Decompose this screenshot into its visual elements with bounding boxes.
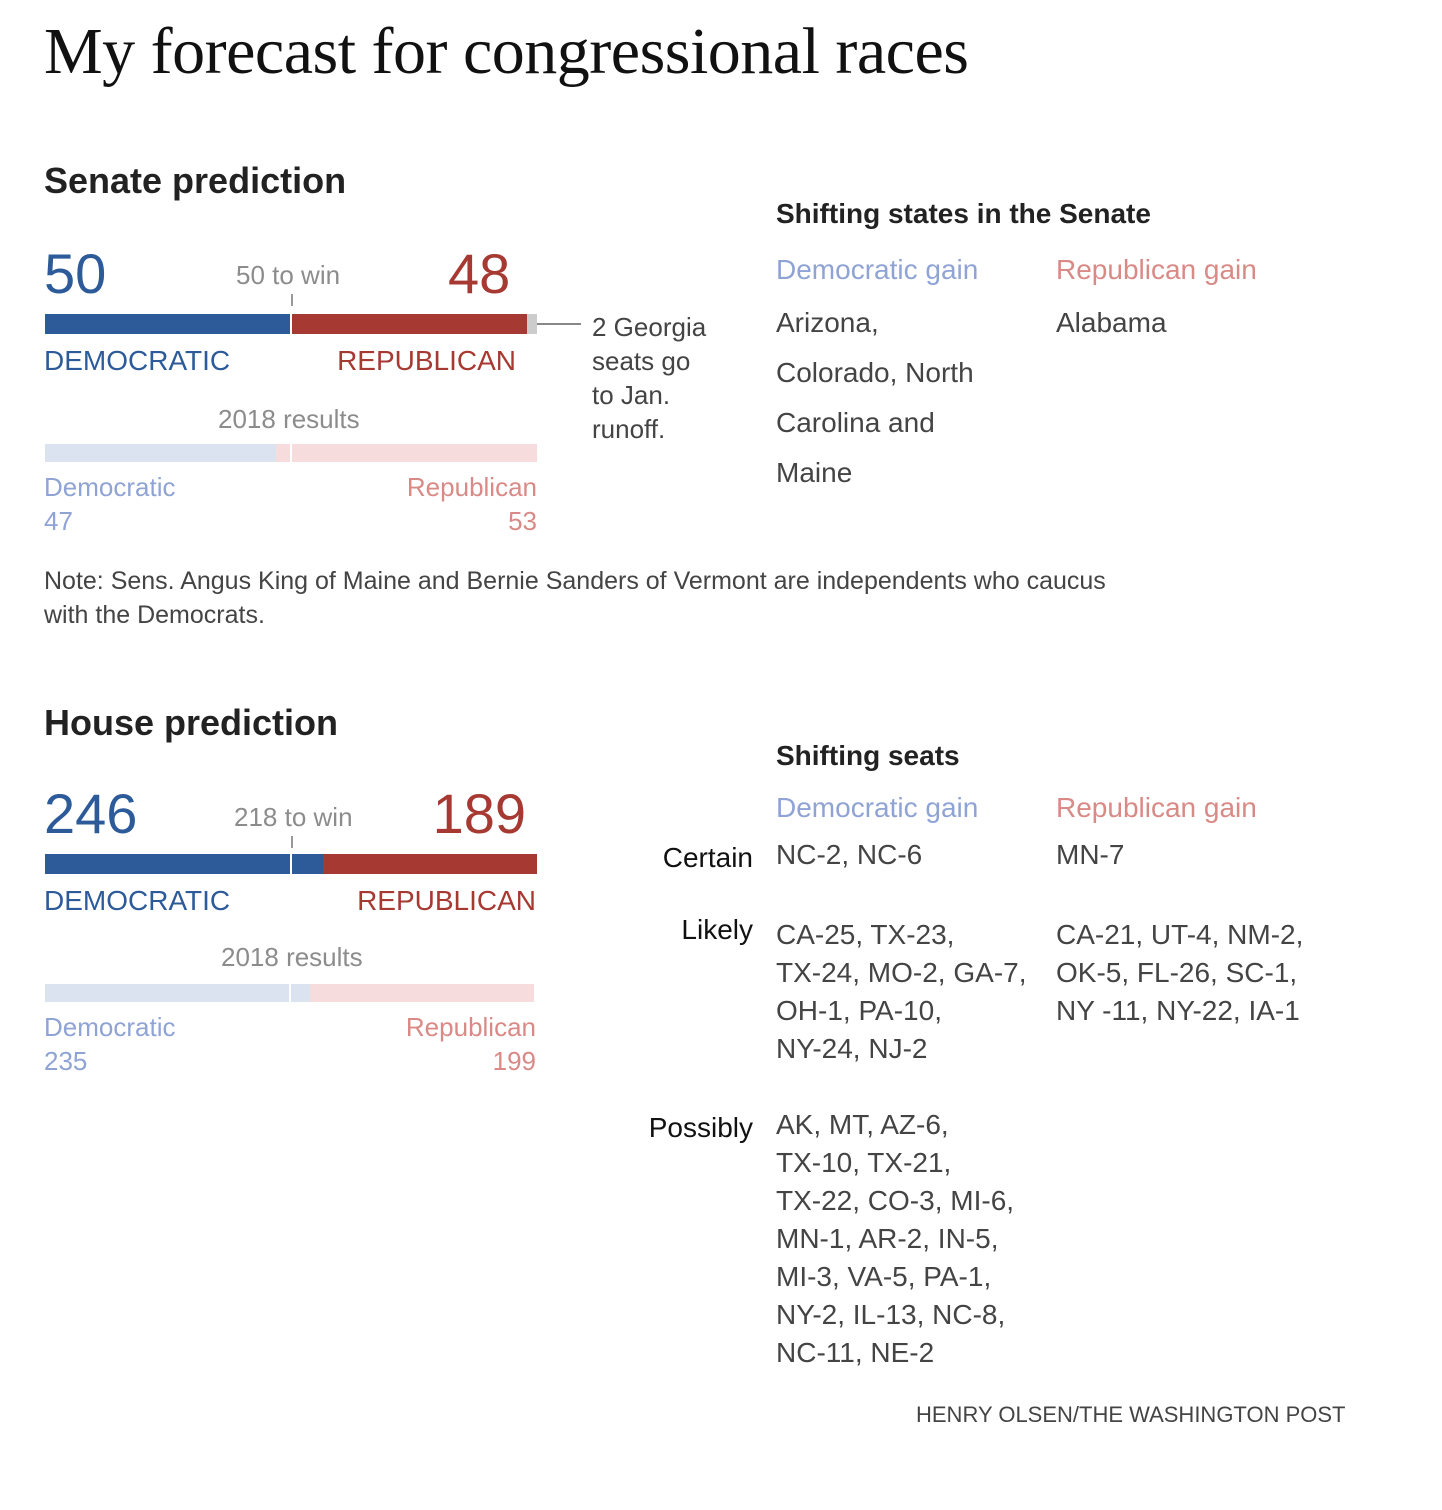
senate-rep-count: 48 bbox=[448, 242, 511, 305]
senate-to-win: 50 to win bbox=[236, 260, 341, 290]
house-dem-seat-line: TX-22, CO-3, MI-6, bbox=[776, 1185, 1015, 1216]
house-heading: House prediction bbox=[44, 702, 339, 743]
senate-dem-bar bbox=[45, 314, 291, 334]
house-prev-dem-label: Democratic bbox=[44, 1012, 176, 1042]
senate-rep-label: REPUBLICAN bbox=[337, 345, 516, 376]
majority-divider bbox=[290, 854, 292, 874]
house-dem-seat-line: NY-24, NJ-2 bbox=[776, 1033, 928, 1064]
house-dem-seat-line: NY-2, IL-13, NC-8, bbox=[776, 1299, 1006, 1330]
house-dem-seat-line: NC-11, NE-2 bbox=[776, 1337, 935, 1368]
house-dem-seat-line: TX-10, TX-21, bbox=[776, 1147, 952, 1178]
house-dem-seat-line: NC-2, NC-6 bbox=[776, 839, 923, 870]
house-prev-dem-count: 235 bbox=[44, 1046, 88, 1076]
senate-dem-gain-label: Democratic gain bbox=[776, 254, 979, 285]
majority-divider bbox=[289, 984, 291, 1002]
annotation-leader-line bbox=[537, 323, 581, 325]
house-dem-seat-line: TX-24, MO-2, GA-7, bbox=[776, 957, 1027, 988]
senate-prev-dem-count: 47 bbox=[44, 506, 73, 536]
senate-runoff-bar bbox=[527, 314, 537, 334]
house-rep-seat-line: NY -11, NY-22, IA-1 bbox=[1056, 995, 1300, 1026]
house-shifting-title: Shifting seats bbox=[776, 740, 960, 771]
house-rep-count: 189 bbox=[432, 782, 526, 845]
annotation-line: seats go bbox=[592, 346, 691, 376]
senate-results-label: 2018 results bbox=[218, 404, 360, 434]
senate-rep-gain-item: Alabama bbox=[1056, 307, 1167, 338]
senate-dem-gain-item: Maine bbox=[776, 457, 853, 488]
senate-prev-dem-label: Democratic bbox=[44, 472, 176, 502]
house-rep-seat-line: CA-21, UT-4, NM-2, bbox=[1056, 919, 1304, 950]
row-label-certain: Certain bbox=[662, 842, 753, 873]
house-to-win: 218 to win bbox=[234, 802, 353, 832]
senate-prev-rep-count: 53 bbox=[508, 506, 537, 536]
house-dem-seat-line: MN-1, AR-2, IN-5, bbox=[776, 1223, 999, 1254]
house-dem-seat-line: AK, MT, AZ-6, bbox=[776, 1109, 949, 1140]
senate-shifting-title: Shifting states in the Senate bbox=[776, 198, 1151, 229]
row-label-likely: Likely bbox=[681, 914, 753, 945]
senate-dem-gain-item: Colorado, North bbox=[776, 357, 974, 388]
house-results-label: 2018 results bbox=[221, 942, 363, 972]
house-dem-seat-line: MI-3, VA-5, PA-1, bbox=[776, 1261, 992, 1292]
house-rep-seat-line: MN-7 bbox=[1056, 839, 1125, 870]
senate-dem-gain-item: Carolina and bbox=[776, 407, 935, 438]
credit: HENRY OLSEN/THE WASHINGTON POST bbox=[916, 1402, 1346, 1427]
note-line: with the Democrats. bbox=[44, 601, 265, 629]
house-dem-count: 246 bbox=[44, 782, 138, 845]
annotation-line: to Jan. bbox=[592, 380, 671, 410]
house-prev-rep-count: 199 bbox=[492, 1046, 536, 1076]
house-dem-seat-line: OH-1, PA-10, bbox=[776, 995, 942, 1026]
house-prev-rep-bar bbox=[309, 984, 534, 1002]
house-rep-label: REPUBLICAN bbox=[357, 885, 536, 916]
senate-win-tick bbox=[291, 294, 293, 306]
page-title: My forecast for congressional races bbox=[44, 15, 969, 88]
senate-heading: Senate prediction bbox=[44, 160, 347, 201]
senate-rep-gain-label: Republican gain bbox=[1056, 254, 1257, 285]
senate-prev-dem-bar bbox=[45, 444, 277, 462]
house-dem-label: DEMOCRATIC bbox=[44, 885, 231, 916]
house-prev-rep-label: Republican bbox=[405, 1012, 536, 1042]
house-rep-gain-label: Republican gain bbox=[1056, 792, 1257, 823]
senate-rep-bar bbox=[291, 314, 528, 334]
senate-prev-rep-label: Republican bbox=[406, 472, 537, 502]
majority-divider bbox=[290, 314, 292, 334]
annotation-line: runoff. bbox=[592, 414, 666, 444]
note-line: Note: Sens. Angus King of Maine and Bern… bbox=[44, 567, 1106, 595]
senate-dem-gain-item: Arizona, bbox=[776, 307, 879, 338]
majority-divider bbox=[290, 444, 292, 462]
house-rep-bar bbox=[323, 854, 537, 874]
senate-dem-count: 50 bbox=[44, 242, 107, 305]
house-win-tick bbox=[291, 836, 293, 848]
house-dem-seat-line: CA-25, TX-23, bbox=[776, 919, 955, 950]
house-rep-seat-line: OK-5, FL-26, SC-1, bbox=[1056, 957, 1298, 988]
house-prev-dem-bar bbox=[45, 984, 310, 1002]
senate-dem-label: DEMOCRATIC bbox=[44, 345, 231, 376]
annotation-line: 2 Georgia bbox=[592, 312, 707, 342]
row-label-possibly: Possibly bbox=[648, 1112, 753, 1143]
house-dem-gain-label: Democratic gain bbox=[776, 792, 979, 823]
senate-prev-rep-bar bbox=[276, 444, 537, 462]
house-dem-bar bbox=[45, 854, 324, 874]
